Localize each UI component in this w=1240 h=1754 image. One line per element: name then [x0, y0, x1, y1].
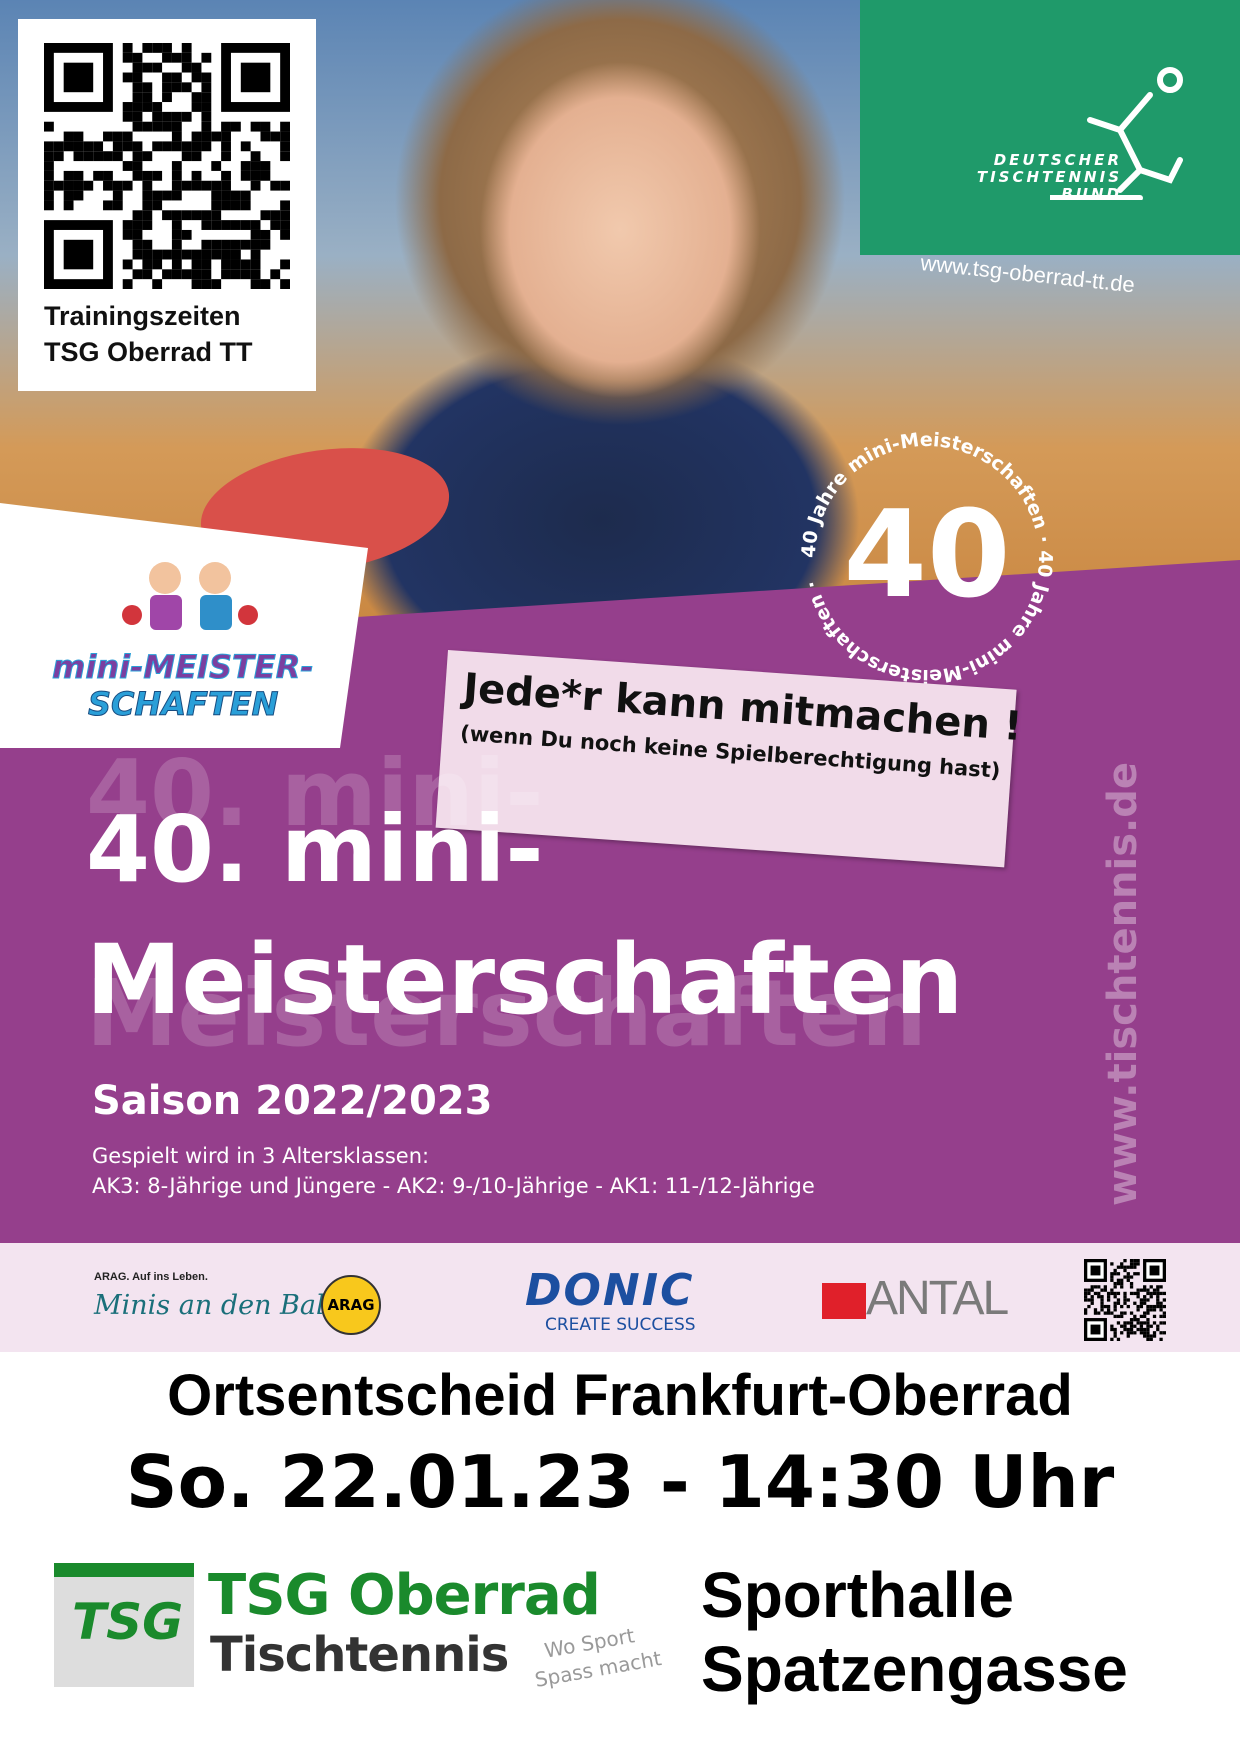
- title-line2: Meisterschaften: [86, 924, 964, 1036]
- anniversary-number: 40: [844, 486, 1011, 625]
- qr-caption-line2: TSG Oberrad TT: [44, 337, 253, 367]
- donic-tagline: CREATE SUCCESS: [545, 1315, 696, 1335]
- season: Saison 2022/2023: [92, 1078, 493, 1124]
- title-ghost-line2: Meisterschaften: [86, 960, 927, 1067]
- antal-mark-icon: [822, 1283, 866, 1319]
- qr-code[interactable]: [44, 43, 290, 289]
- arag-slogan: Minis an den Ball: [94, 1290, 334, 1321]
- dttb-logo: DEUTSCHER TISCHTENNIS BUND: [860, 0, 1240, 255]
- kids-illustration: [122, 562, 258, 630]
- sponsor-bar: ARAG. Auf ins Leben. Minis an den Ball A…: [0, 1243, 1240, 1352]
- antal-logo: ANTAL: [866, 1272, 1009, 1325]
- tsg-badge-text: TSG: [72, 1593, 184, 1651]
- event-location-title: Ortsentscheid Frankfurt-Oberrad: [167, 1363, 1073, 1428]
- tsg-oberrad-logo: TSG TSG Oberrad Tischtennis Wo Sport Spa…: [54, 1563, 670, 1692]
- dttb-line1: DEUTSCHER: [993, 151, 1122, 169]
- club-department: Tischtennis: [210, 1627, 509, 1683]
- donic-logo: DONIC: [525, 1265, 695, 1316]
- club-name: TSG Oberrad: [208, 1563, 601, 1628]
- mini-logo-line2: SCHAFTEN: [87, 685, 279, 724]
- arag-logo: ARAG: [321, 1275, 381, 1335]
- venue-line2: Spatzengasse: [701, 1633, 1128, 1705]
- tischtennis-url[interactable]: www.tischtennis.de: [1100, 761, 1146, 1206]
- mini-logo-line1: mini-MEISTER-: [52, 648, 315, 687]
- dttb-line2: TISCHTENNIS: [976, 168, 1122, 186]
- title-ghost-line1: 40. mini-: [86, 740, 544, 847]
- event-datetime: So. 22.01.23 - 14:30 Uhr: [125, 1440, 1115, 1524]
- tsg-badge: TSG: [54, 1563, 194, 1687]
- qr-code-card[interactable]: Trainingszeiten TSG Oberrad TT: [18, 19, 316, 391]
- anniversary-badge: 40 Jahre mini-Meisterschaften · 40 Jahre…: [798, 429, 1056, 687]
- age-intro: Gespielt wird in 3 Altersklassen:: [92, 1144, 430, 1168]
- venue-line1: Sporthalle: [701, 1559, 1014, 1631]
- age-classes: AK3: 8-Jährige und Jüngere - AK2: 9-/10-…: [92, 1174, 815, 1198]
- arag-tagline: ARAG. Auf ins Leben.: [94, 1271, 208, 1283]
- table-tennis-player-icon: [1050, 67, 1183, 200]
- qr-caption-line1: Trainingszeiten: [44, 301, 241, 331]
- mini-meisterschaften-logo: mini-MEISTER- SCHAFTEN: [0, 503, 368, 748]
- sponsor-qr-code[interactable]: [1082, 1259, 1168, 1341]
- title-line1: 40. mini-: [86, 796, 544, 903]
